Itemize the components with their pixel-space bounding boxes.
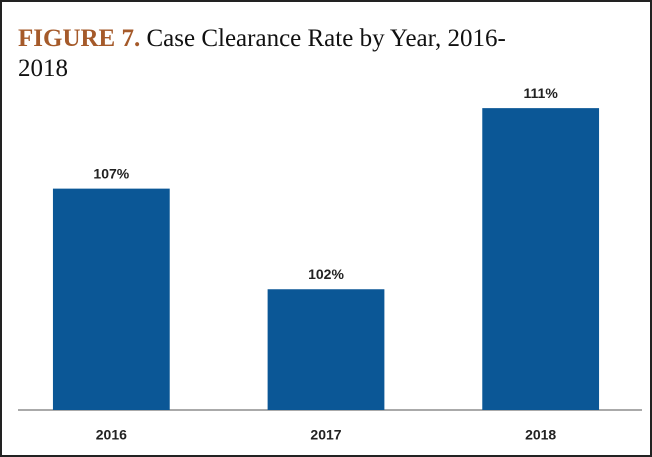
x-tick-label: 2018 xyxy=(525,427,556,443)
bar xyxy=(482,108,600,410)
value-label: 107% xyxy=(93,165,129,181)
chart-title: Case Clearance Rate by Year, 2016-2018 xyxy=(18,25,506,82)
title-block: FIGURE 7. Case Clearance Rate by Year, 2… xyxy=(18,24,538,84)
value-label: 102% xyxy=(308,266,344,282)
bar xyxy=(52,188,170,410)
x-tick-label: 2016 xyxy=(96,427,127,443)
bar xyxy=(267,289,385,410)
value-label: 111% xyxy=(524,85,559,101)
figure-label: FIGURE 7. xyxy=(18,25,141,52)
x-tick-label: 2017 xyxy=(310,427,341,443)
